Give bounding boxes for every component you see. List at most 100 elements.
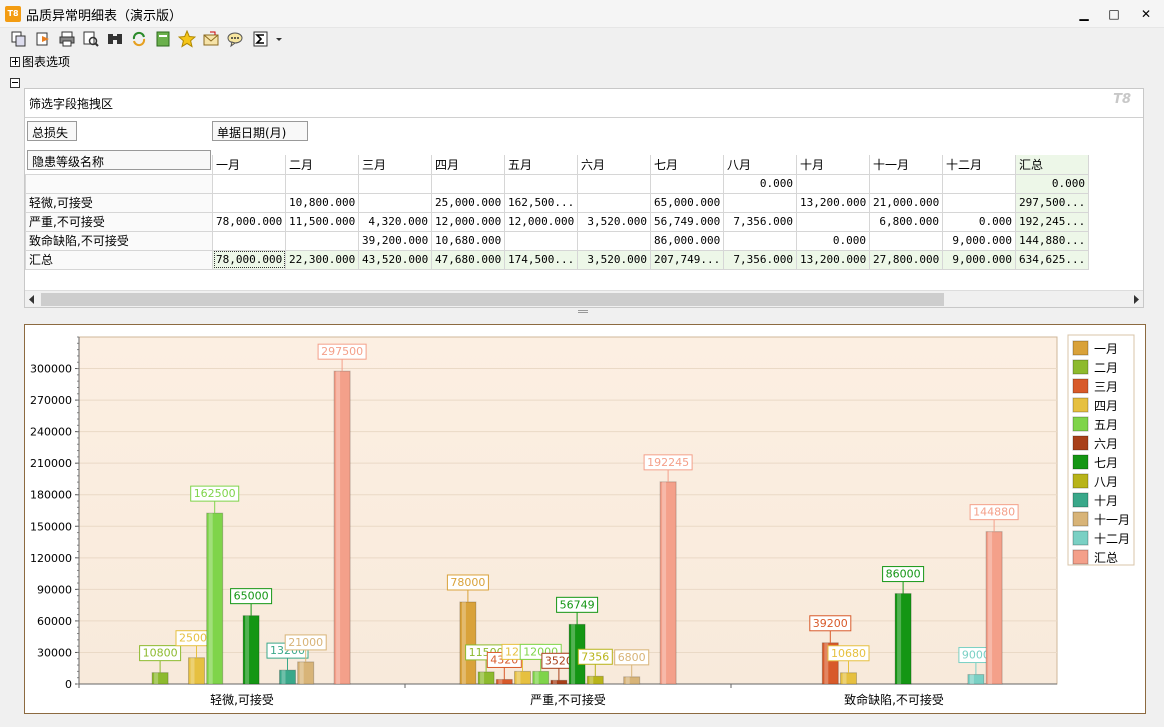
bar[interactable] — [188, 657, 205, 685]
bar[interactable] — [477, 671, 495, 685]
bar[interactable] — [985, 531, 1003, 685]
table-cell[interactable]: 9,000.000 — [942, 230, 1016, 251]
comment-icon[interactable] — [226, 30, 244, 48]
bar[interactable] — [333, 370, 351, 685]
table-cell[interactable] — [212, 192, 286, 213]
excel-icon[interactable] — [154, 30, 172, 48]
row-header[interactable]: 严重,不可接受 — [25, 211, 213, 232]
scroll-thumb[interactable] — [41, 293, 944, 306]
table-cell[interactable]: 39,200.000 — [358, 230, 432, 251]
scroll-left-icon[interactable] — [28, 295, 36, 304]
column-header[interactable]: 五月 — [504, 155, 578, 175]
splitter-handle[interactable] — [578, 310, 588, 313]
table-cell[interactable] — [577, 192, 651, 213]
table-cell[interactable]: 0.000 — [1015, 173, 1089, 194]
column-header[interactable]: 六月 — [577, 155, 651, 175]
table-cell[interactable]: 10,800.000 — [285, 192, 359, 213]
table-cell[interactable] — [504, 230, 578, 251]
sum-icon[interactable] — [252, 30, 270, 48]
table-cell[interactable] — [796, 211, 870, 232]
close-button[interactable]: ✕ — [1140, 7, 1152, 21]
table-cell[interactable]: 78,000.000 — [212, 211, 286, 232]
legend-entry[interactable]: 十二月 — [1094, 532, 1130, 546]
table-cell[interactable]: 86,000.000 — [650, 230, 724, 251]
table-cell[interactable]: 634,625... — [1015, 249, 1089, 270]
table-cell[interactable]: 192,245... — [1015, 211, 1089, 232]
row-header[interactable]: 轻微,可接受 — [25, 192, 213, 213]
legend-entry[interactable]: 六月 — [1094, 437, 1118, 451]
table-cell[interactable]: 21,000.000 — [869, 192, 943, 213]
table-cell[interactable]: 12,000.000 — [504, 211, 578, 232]
preview-icon[interactable] — [82, 30, 100, 48]
column-header[interactable]: 十二月 — [942, 155, 1016, 175]
refresh-icon[interactable] — [130, 30, 148, 48]
column-header[interactable]: 十月 — [796, 155, 870, 175]
table-cell[interactable] — [285, 230, 359, 251]
table-cell[interactable]: 3,520.000 — [577, 211, 651, 232]
legend-entry[interactable]: 五月 — [1094, 418, 1118, 432]
table-cell[interactable]: 9,000.000 — [942, 249, 1016, 270]
column-header[interactable]: 四月 — [431, 155, 505, 175]
legend-entry[interactable]: 三月 — [1094, 380, 1118, 394]
column-header[interactable]: 十一月 — [869, 155, 943, 175]
table-cell[interactable]: 174,500... — [504, 249, 578, 270]
column-header[interactable]: 八月 — [723, 155, 797, 175]
bar[interactable] — [514, 670, 531, 685]
table-cell[interactable] — [431, 173, 505, 194]
bar[interactable] — [297, 661, 315, 685]
table-cell[interactable]: 27,800.000 — [869, 249, 943, 270]
row-header[interactable]: 汇总 — [25, 249, 213, 270]
row-header[interactable]: 致命缺陷,不可接受 — [25, 230, 213, 251]
column-header[interactable]: 汇总 — [1015, 155, 1089, 175]
table-cell[interactable]: 4,320.000 — [358, 211, 432, 232]
chart-options-toggle[interactable]: 图表选项 — [10, 53, 70, 70]
legend-entry[interactable]: 二月 — [1094, 361, 1118, 375]
table-cell[interactable] — [212, 230, 286, 251]
column-header[interactable]: 二月 — [285, 155, 359, 175]
legend-entry[interactable]: 七月 — [1094, 456, 1118, 470]
table-cell[interactable]: 0.000 — [796, 230, 870, 251]
table-cell[interactable]: 3,520.000 — [577, 249, 651, 270]
column-header[interactable]: 三月 — [358, 155, 432, 175]
table-cell[interactable]: 0.000 — [723, 173, 797, 194]
legend-entry[interactable]: 四月 — [1094, 399, 1118, 413]
table-cell[interactable]: 13,200.000 — [796, 249, 870, 270]
table-cell[interactable]: 7,356.000 — [723, 211, 797, 232]
table-cell[interactable] — [358, 173, 432, 194]
table-cell[interactable] — [650, 173, 724, 194]
table-cell[interactable] — [577, 230, 651, 251]
pivot-collapse-toggle[interactable] — [10, 76, 22, 90]
mail-icon[interactable] — [202, 30, 220, 48]
column-field-button[interactable]: 单据日期(月) — [212, 121, 308, 141]
legend-entry[interactable]: 汇总 — [1094, 551, 1118, 565]
table-cell[interactable]: 10,680.000 — [431, 230, 505, 251]
table-cell[interactable]: 297,500... — [1015, 192, 1089, 213]
legend-entry[interactable]: 八月 — [1094, 475, 1118, 489]
scroll-right-icon[interactable] — [1132, 295, 1140, 304]
chevron-down-icon[interactable] — [274, 30, 284, 48]
bar[interactable] — [532, 670, 550, 685]
table-cell[interactable]: 11,500.000 — [285, 211, 359, 232]
data-field-button[interactable]: 总损失 — [27, 121, 77, 141]
table-cell[interactable] — [358, 192, 432, 213]
table-cell[interactable]: 13,200.000 — [796, 192, 870, 213]
maximize-button[interactable]: □ — [1108, 7, 1120, 21]
print-icon[interactable] — [58, 30, 76, 48]
table-cell[interactable] — [942, 192, 1016, 213]
table-cell[interactable]: 65,000.000 — [650, 192, 724, 213]
table-cell[interactable]: 56,749.000 — [650, 211, 724, 232]
bar[interactable] — [550, 679, 568, 685]
table-cell[interactable]: 43,520.000 — [358, 249, 432, 270]
table-cell[interactable]: 162,500... — [504, 192, 578, 213]
table-cell[interactable] — [212, 173, 286, 194]
table-cell[interactable] — [796, 173, 870, 194]
table-cell[interactable]: 47,680.000 — [431, 249, 505, 270]
table-cell[interactable]: 22,300.000 — [285, 249, 359, 270]
row-field-button[interactable]: 隐患等级名称 — [27, 150, 211, 170]
table-cell[interactable] — [723, 192, 797, 213]
horizontal-scrollbar[interactable] — [25, 290, 1143, 307]
table-cell[interactable]: 144,880... — [1015, 230, 1089, 251]
legend-entry[interactable]: 十月 — [1094, 494, 1118, 508]
table-cell[interactable]: 207,749... — [650, 249, 724, 270]
favorite-icon[interactable] — [178, 30, 196, 48]
